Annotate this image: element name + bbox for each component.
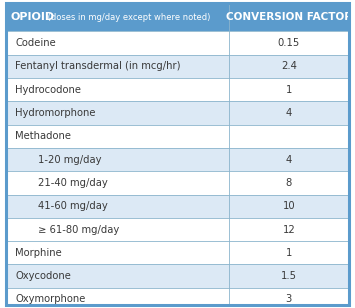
Text: CONVERSION FACTOR: CONVERSION FACTOR: [226, 12, 352, 22]
Text: 1-20 mg/day: 1-20 mg/day: [38, 155, 102, 164]
Bar: [6, 148, 229, 171]
Text: 10: 10: [283, 201, 295, 211]
Bar: [229, 55, 349, 78]
Text: 4: 4: [286, 108, 292, 118]
Bar: [6, 265, 229, 288]
Text: Morphine: Morphine: [15, 248, 62, 258]
Text: (doses in mg/day except where noted): (doses in mg/day except where noted): [45, 13, 211, 22]
Text: 41-60 mg/day: 41-60 mg/day: [38, 201, 108, 211]
Bar: [6, 241, 229, 265]
Bar: [229, 31, 349, 55]
Bar: [6, 55, 229, 78]
Bar: [6, 218, 229, 241]
Text: 0.15: 0.15: [278, 38, 300, 48]
Bar: [229, 125, 349, 148]
Text: ≥ 61-80 mg/day: ≥ 61-80 mg/day: [38, 225, 120, 234]
Bar: [6, 101, 229, 125]
Text: Codeine: Codeine: [15, 38, 56, 48]
Bar: [229, 241, 349, 265]
Bar: [229, 148, 349, 171]
Bar: [229, 195, 349, 218]
Bar: [229, 101, 349, 125]
Bar: [229, 265, 349, 288]
Text: 1: 1: [286, 85, 292, 95]
Text: 1: 1: [286, 248, 292, 258]
Text: 21-40 mg/day: 21-40 mg/day: [38, 178, 108, 188]
Bar: [6, 78, 229, 101]
Text: Oxymorphone: Oxymorphone: [15, 294, 86, 304]
Bar: [6, 31, 229, 55]
Text: 1.5: 1.5: [281, 271, 297, 281]
Bar: [229, 288, 349, 308]
Text: OPIOID: OPIOID: [11, 12, 55, 22]
Text: 8: 8: [286, 178, 292, 188]
Text: 12: 12: [283, 225, 295, 234]
Bar: [6, 288, 229, 308]
Text: Fentanyl transdermal (in mcg/hr): Fentanyl transdermal (in mcg/hr): [15, 61, 181, 71]
Text: Hydrocodone: Hydrocodone: [15, 85, 81, 95]
Bar: [6, 125, 229, 148]
Bar: [6, 171, 229, 195]
Bar: [229, 171, 349, 195]
Text: 3: 3: [286, 294, 292, 304]
Bar: [6, 195, 229, 218]
Text: 2.4: 2.4: [281, 61, 297, 71]
Bar: [6, 3, 349, 31]
Text: Oxycodone: Oxycodone: [15, 271, 71, 281]
Text: Hydromorphone: Hydromorphone: [15, 108, 96, 118]
Text: 4: 4: [286, 155, 292, 164]
Bar: [229, 218, 349, 241]
Bar: [229, 78, 349, 101]
Text: Methadone: Methadone: [15, 131, 71, 141]
